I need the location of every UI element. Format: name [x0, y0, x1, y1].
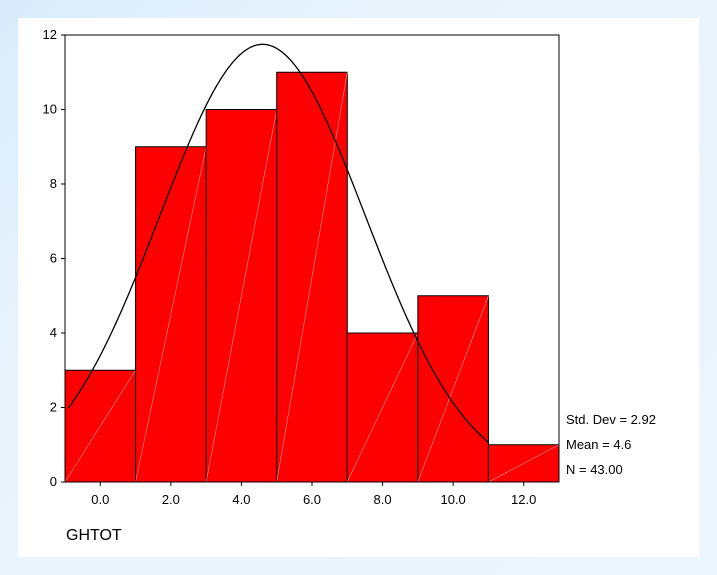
bars-group — [64, 71, 560, 483]
x-tick-label: 2.0 — [162, 492, 180, 507]
y-tick-label: 2 — [50, 400, 57, 415]
y-tick-label: 8 — [50, 176, 57, 191]
bar-hatch-line — [205, 109, 278, 483]
bar-hatch-line — [135, 146, 207, 483]
bar-hatch-line — [488, 444, 560, 483]
x-tick-label: 10.0 — [440, 492, 465, 507]
y-tick-label: 0 — [50, 474, 57, 489]
x-tick-label: 8.0 — [374, 492, 392, 507]
bar-hatch-line — [417, 295, 489, 483]
x-tick-label: 6.0 — [303, 492, 321, 507]
x-axis-variable-label: GHTOT — [66, 527, 122, 544]
x-tick-label: 0.0 — [91, 492, 109, 507]
histogram-chart: 0 2 4 6 8 10 12 0.0 2.0 4.0 6.0 8.0 10.0 12.0 Std. De… — [43, 27, 656, 544]
n-label: N = 43.00 — [566, 462, 623, 477]
curve-group — [68, 43, 489, 443]
mean-label: Mean = 4.6 — [566, 437, 631, 452]
y-tick-label: 12 — [43, 27, 57, 42]
normal-curve — [68, 43, 489, 443]
bar-hatch-line — [64, 370, 136, 483]
bar-hatch-line — [347, 332, 419, 483]
std-dev-label: Std. Dev = 2.92 — [566, 412, 656, 427]
y-tick-label: 6 — [50, 251, 57, 266]
x-tick-label: 12.0 — [511, 492, 536, 507]
y-tick-label: 10 — [43, 102, 57, 117]
chart-frame: 0 2 4 6 8 10 12 0.0 2.0 4.0 6.0 8.0 10.0 12.0 Std. De… — [18, 18, 699, 557]
y-tick-label: 4 — [50, 325, 57, 340]
x-tick-label: 4.0 — [232, 492, 250, 507]
axes-group: 0 2 4 6 8 10 12 0.0 2.0 4.0 6.0 8.0 10.0 12.0 — [43, 27, 537, 507]
